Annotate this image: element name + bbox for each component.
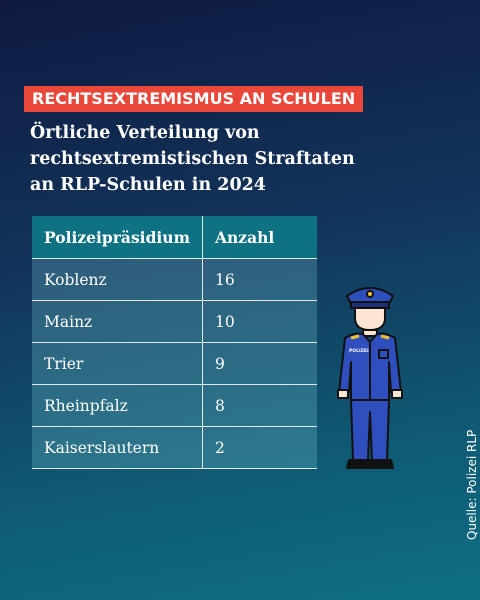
region-cell: Trier (32, 342, 203, 385)
police-icon: POLIZEI (337, 287, 403, 469)
title: Örtliche Verteilung von rechtsextremisti… (30, 123, 355, 195)
icon-label: POLIZEI (349, 348, 369, 354)
table-row: Trier 9 (32, 342, 317, 385)
count-cell: 8 (202, 384, 317, 427)
header-row: Polizeipräsidium Anzahl (32, 216, 317, 259)
region-cell: Koblenz (32, 258, 203, 301)
table-body: Koblenz 16 Mainz 10 Trier 9 Rheinpfalz 8 Kaisers… (32, 258, 317, 469)
region-cell: Mainz (32, 300, 203, 343)
header-cell: Polizeipräsidium (32, 216, 203, 259)
count-cell: 2 (202, 426, 317, 469)
count-cell: 10 (202, 300, 317, 343)
region-cell: Kaiserslautern (32, 426, 203, 469)
header-cell: Anzahl (202, 216, 317, 259)
table-row: Rheinpfalz 8 (32, 384, 317, 427)
tag: RECHTSEXTREMISMUS AN SCHULEN (24, 86, 364, 112)
region-cell: Rheinpfalz (32, 384, 203, 427)
table-row: Mainz 10 (32, 300, 317, 343)
count-cell: 9 (202, 342, 317, 385)
table-row: Kaiserslautern 2 (32, 426, 317, 469)
source: Quelle: Polizei RLP (465, 429, 479, 540)
table-row: Koblenz 16 (32, 258, 317, 301)
count-cell: 16 (202, 258, 317, 301)
table: Polizeipräsidium Anzahl Koblenz 16 Mainz 10… (32, 216, 317, 469)
